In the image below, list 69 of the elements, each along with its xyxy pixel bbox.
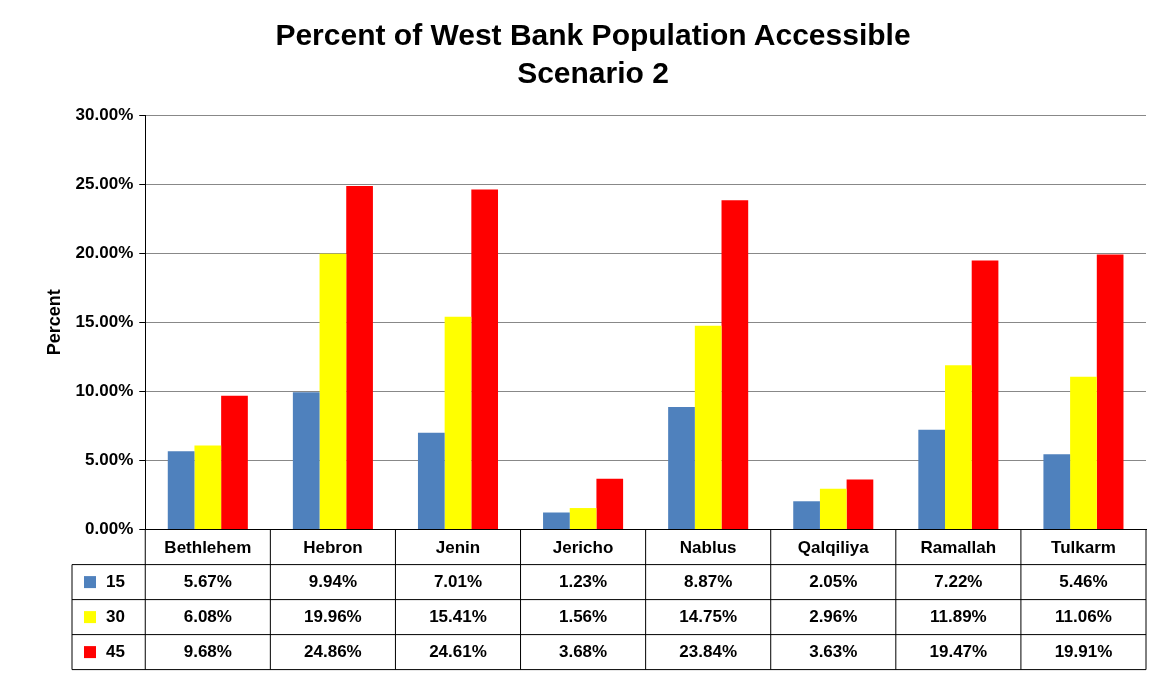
y-tick-label: 20.00% [75,242,134,262]
x-tick-label: Jericho [552,538,614,558]
data-label: 11.06% [1055,606,1112,626]
data-label: 19.96% [304,606,362,626]
bar [569,508,597,530]
bar [846,479,874,530]
bar [819,488,847,530]
data-label: 3.63% [809,641,858,661]
x-tick-label: Ramallah [920,538,997,558]
bar [668,407,695,530]
legend-label: 45 [106,641,125,661]
y-tick-label: 30.00% [75,104,134,124]
data-label: 24.86% [304,641,362,661]
data-label: 14.75% [679,606,738,626]
data-label: 9.94% [308,571,357,591]
data-label: 23.84% [679,641,738,661]
bar [346,186,373,530]
y-tick-label: 0.00% [85,519,134,539]
data-label: 1.23% [558,571,608,591]
bar [417,432,445,530]
y-tick-label: 25.00% [75,173,134,193]
bar [945,365,972,530]
bar [319,253,347,530]
data-label: 15.41% [429,606,487,626]
data-label: 5.46% [1059,571,1108,591]
bar [918,429,946,530]
x-tick-label: Tulkarm [1051,538,1116,558]
x-tick-label: Qalqiliya [797,538,870,558]
x-tick-label: Bethlehem [164,538,252,558]
bar [971,260,999,530]
bar [1070,376,1097,530]
x-tick-label: Hebron [303,538,363,558]
bar [596,478,624,530]
data-label: 3.68% [558,641,608,661]
data-label: 19.47% [929,641,988,661]
bar [221,395,248,530]
bar [721,200,749,530]
chart-subtitle: Scenario 2 [517,56,669,90]
data-label: 2.05% [809,571,858,591]
data-label: 2.96% [809,606,858,626]
bar [471,189,499,530]
data-label: 7.01% [433,571,483,591]
data-label: 24.61% [429,641,487,661]
data-label: 7.22% [934,571,983,591]
bar [694,325,722,530]
data-label: 5.67% [183,571,232,591]
y-axis-title: Percent [43,289,64,356]
chart-title: Percent of West Bank Population Accessible [275,18,911,52]
data-label: 8.87% [684,571,733,591]
legend-label: 15 [106,571,125,591]
bar [167,451,195,530]
bar [793,501,820,530]
bar [194,445,222,530]
bar [543,512,570,530]
legend-label: 30 [106,606,125,626]
data-label: 11.89% [929,606,987,626]
data-label: 9.68% [183,641,232,661]
x-tick-label: Nablus [679,538,737,558]
data-label: 6.08% [183,606,232,626]
bar [1096,254,1124,530]
x-tick-label: Jenin [435,538,481,558]
y-tick-label: 5.00% [85,450,134,470]
bar [1043,454,1071,530]
bar [292,392,320,530]
data-label: 1.56% [558,606,608,626]
y-tick-label: 10.00% [75,381,134,401]
y-tick-label: 15.00% [75,311,134,331]
data-label: 19.91% [1054,641,1113,661]
bar [444,316,472,530]
